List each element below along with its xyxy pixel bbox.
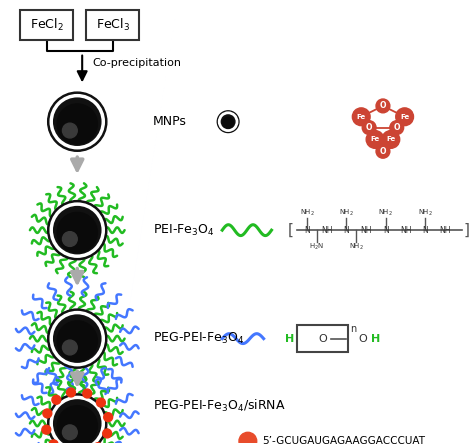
Text: O: O [393, 123, 400, 132]
FancyBboxPatch shape [20, 10, 73, 40]
Circle shape [103, 429, 111, 438]
Circle shape [48, 201, 107, 260]
Text: O: O [366, 123, 373, 132]
Circle shape [217, 111, 239, 133]
Text: FeCl$_3$: FeCl$_3$ [96, 17, 130, 33]
Circle shape [48, 309, 107, 368]
Text: N: N [304, 226, 310, 235]
Text: ]: ] [464, 223, 470, 237]
Text: n: n [350, 324, 356, 334]
Circle shape [97, 398, 105, 407]
Text: H: H [372, 334, 381, 344]
Circle shape [376, 144, 390, 158]
Text: NH: NH [321, 226, 332, 235]
Circle shape [382, 130, 400, 148]
Circle shape [396, 108, 413, 125]
Circle shape [48, 394, 107, 448]
Text: FeCl$_2$: FeCl$_2$ [30, 17, 64, 33]
Text: Co-precipitation: Co-precipitation [92, 57, 181, 68]
Circle shape [48, 92, 107, 151]
Text: Fe: Fe [356, 114, 366, 120]
Text: Fe: Fe [370, 137, 380, 142]
Text: MNPs: MNPs [153, 115, 187, 128]
Circle shape [43, 409, 52, 418]
Circle shape [83, 389, 92, 398]
Text: PEI-Fe$_3$O$_4$: PEI-Fe$_3$O$_4$ [153, 223, 215, 238]
Text: NH$_2$: NH$_2$ [339, 208, 354, 219]
Circle shape [63, 232, 77, 246]
Text: N: N [344, 226, 349, 235]
Circle shape [57, 212, 97, 253]
Text: O: O [380, 101, 386, 110]
Circle shape [94, 443, 102, 448]
Text: PEG-PEI-Fe$_3$O$_4$: PEG-PEI-Fe$_3$O$_4$ [153, 331, 244, 346]
Circle shape [63, 425, 77, 439]
Circle shape [223, 117, 234, 128]
FancyBboxPatch shape [86, 10, 139, 40]
Text: O: O [359, 334, 368, 344]
Circle shape [57, 321, 97, 361]
Text: NH: NH [360, 226, 372, 235]
Circle shape [57, 406, 97, 446]
Text: NH$_2$: NH$_2$ [418, 208, 433, 219]
Text: NH: NH [439, 226, 451, 235]
Text: Fe: Fe [400, 114, 409, 120]
Text: N: N [422, 226, 428, 235]
Text: H$_2$N: H$_2$N [310, 242, 324, 252]
Text: NH$_2$: NH$_2$ [349, 242, 364, 252]
Text: N: N [383, 226, 389, 235]
Text: [: [ [288, 223, 294, 237]
Circle shape [104, 413, 113, 422]
Circle shape [352, 108, 370, 125]
Text: PEG-PEI-Fe$_3$O$_4$/siRNA: PEG-PEI-Fe$_3$O$_4$/siRNA [153, 398, 286, 414]
Circle shape [390, 121, 404, 134]
Circle shape [49, 440, 58, 448]
Text: O: O [380, 147, 386, 156]
Circle shape [366, 130, 384, 148]
Text: NH$_2$: NH$_2$ [300, 208, 314, 219]
Circle shape [52, 395, 61, 404]
Text: H: H [285, 334, 294, 344]
Circle shape [63, 340, 77, 355]
Circle shape [376, 99, 390, 113]
Circle shape [57, 104, 97, 144]
Circle shape [42, 425, 51, 434]
Text: 5’-GCUGAUGAGAAGGACCCUAT: 5’-GCUGAUGAGAAGGACCCUAT [263, 436, 426, 446]
Text: NH$_2$: NH$_2$ [378, 208, 393, 219]
Text: O: O [319, 334, 327, 344]
Text: Fe: Fe [386, 137, 395, 142]
Circle shape [239, 432, 257, 448]
Circle shape [362, 121, 376, 134]
Text: NH: NH [400, 226, 411, 235]
Circle shape [66, 388, 75, 397]
Circle shape [63, 123, 77, 138]
